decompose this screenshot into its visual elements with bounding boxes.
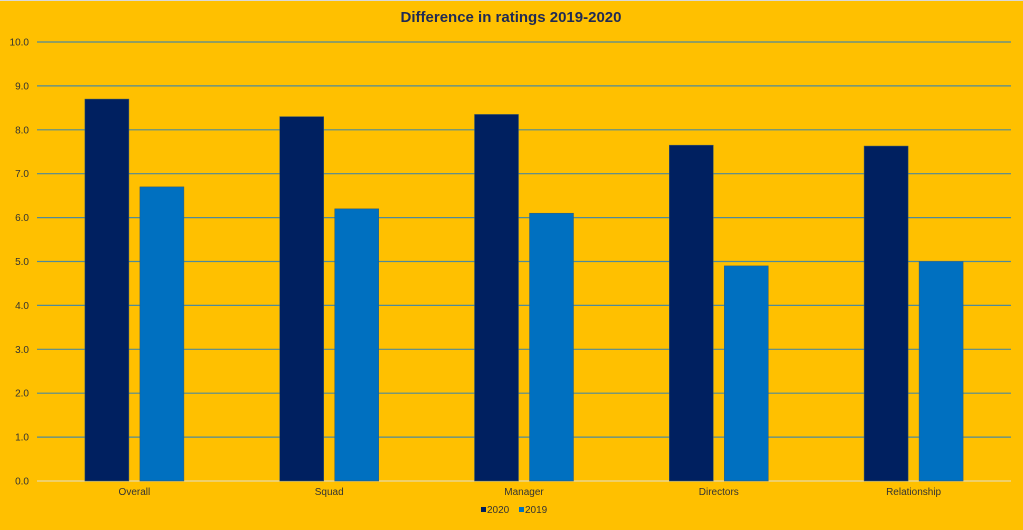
x-tick-label: Manager	[504, 487, 544, 498]
bar-2019-relationship	[918, 261, 964, 482]
legend-swatch-2020	[481, 507, 486, 512]
bar-2020-directors	[669, 144, 714, 482]
y-tick-label: 1.0	[15, 433, 29, 444]
x-tick-label: Directors	[699, 487, 739, 498]
y-tick-label: 10.0	[10, 38, 30, 49]
bar-2020-overall	[84, 98, 130, 482]
y-tick-label: 4.0	[15, 301, 29, 312]
bars	[84, 98, 964, 482]
gridlines	[37, 41, 1011, 482]
bar-2019-overall	[139, 186, 185, 482]
x-tick-label: Relationship	[886, 487, 941, 498]
y-tick-label: 6.0	[15, 213, 29, 224]
bar-2019-manager	[529, 212, 574, 482]
bar-2020-relationship	[863, 145, 909, 482]
bar-2020-manager	[474, 114, 519, 482]
x-tick-label: Squad	[315, 487, 344, 498]
bar-2020-squad	[279, 116, 324, 482]
y-tick-label: 9.0	[15, 81, 29, 92]
y-tick-label: 5.0	[15, 257, 29, 268]
y-axis-tick-labels: 0.0 1.0 2.0 3.0 4.0 5.0 6.0 7.0 8.0 9.0 10.0	[10, 38, 30, 488]
legend-label-2020: 2020	[487, 505, 510, 516]
y-tick-label: 8.0	[15, 125, 29, 136]
legend: 2020 2019	[481, 505, 548, 516]
y-tick-label: 3.0	[15, 345, 29, 356]
legend-label-2019: 2019	[525, 505, 548, 516]
bar-2019-squad	[334, 208, 379, 482]
bar-2019-directors	[724, 265, 769, 482]
x-axis-tick-labels: Overall Squad Manager Directors Relationship	[119, 487, 942, 498]
legend-swatch-2019	[519, 507, 524, 512]
y-tick-label: 2.0	[15, 389, 29, 400]
chart-title: Difference in ratings 2019-2020	[401, 9, 622, 26]
y-tick-label: 0.0	[15, 477, 29, 488]
x-tick-label: Overall	[119, 487, 151, 498]
y-tick-label: 7.0	[15, 169, 29, 180]
